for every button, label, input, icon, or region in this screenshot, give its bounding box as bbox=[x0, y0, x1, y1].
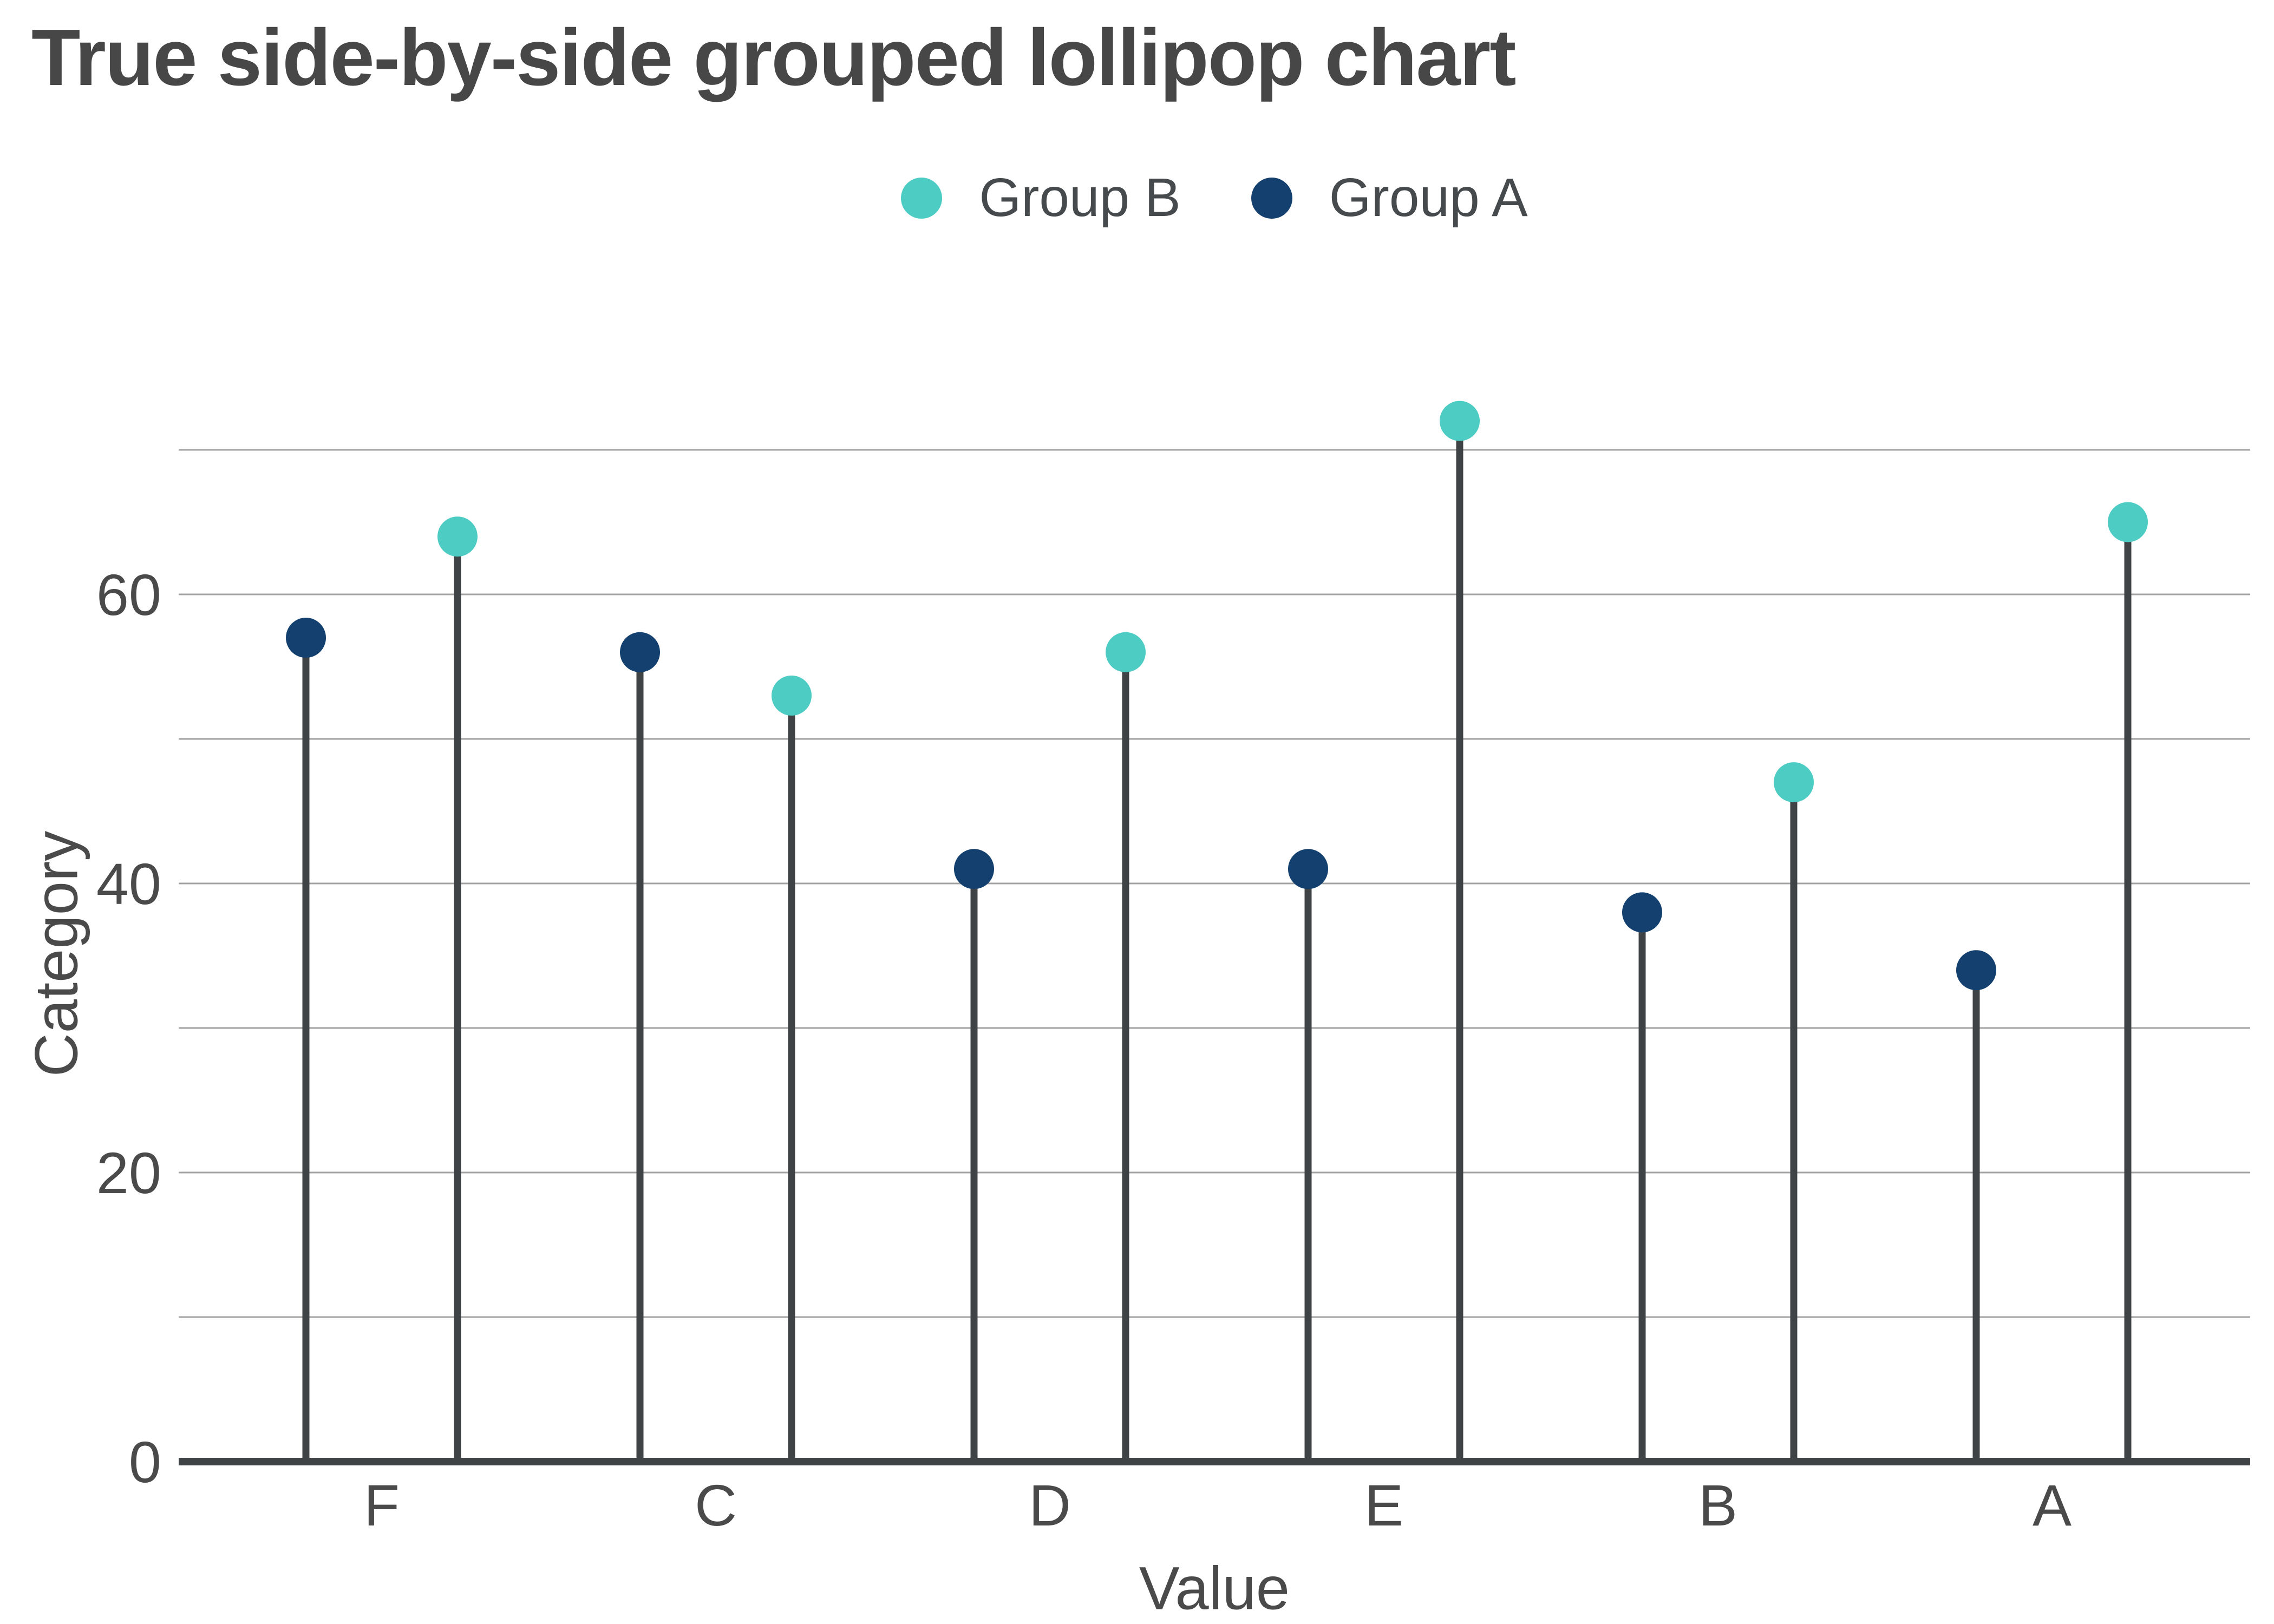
y-axis-title: Category bbox=[22, 830, 90, 1077]
legend-item-group-a: Group A bbox=[1251, 167, 1528, 229]
stem-E-group-a bbox=[1304, 869, 1312, 1465]
dot-A-group-b bbox=[2108, 502, 2148, 542]
x-axis-title: Value bbox=[1139, 1554, 1290, 1622]
stem-D-group-b bbox=[1122, 652, 1129, 1465]
chart-title: True side-by-side grouped lollipop chart bbox=[31, 13, 1517, 102]
y-tick-label-20: 20 bbox=[96, 1140, 161, 1206]
dot-C-group-a bbox=[620, 632, 660, 672]
stem-D-group-a bbox=[970, 869, 978, 1465]
stem-A-group-b bbox=[2124, 522, 2132, 1465]
stem-E-group-b bbox=[1456, 421, 1463, 1465]
x-axis-line bbox=[179, 1458, 2250, 1465]
legend-label-group-b: Group B bbox=[979, 167, 1181, 228]
legend-label-group-a: Group A bbox=[1329, 167, 1528, 228]
dot-B-group-a bbox=[1622, 892, 1662, 933]
dot-F-group-b bbox=[437, 516, 478, 557]
dot-C-group-b bbox=[772, 675, 812, 716]
stem-F-group-b bbox=[454, 536, 461, 1466]
x-category-label-B: B bbox=[1698, 1472, 1737, 1538]
dot-F-group-a bbox=[286, 618, 326, 658]
dot-D-group-a bbox=[954, 849, 994, 889]
stem-C-group-b bbox=[788, 695, 795, 1465]
dot-B-group-b bbox=[1774, 762, 1814, 803]
x-category-label-A: A bbox=[2033, 1472, 2072, 1538]
legend: Group B Group A bbox=[179, 167, 2250, 229]
stem-B-group-b bbox=[1790, 782, 1798, 1465]
x-category-label-E: E bbox=[1364, 1472, 1403, 1538]
dot-A-group-a bbox=[1956, 950, 1996, 991]
y-tick-label-0: 0 bbox=[129, 1429, 161, 1495]
dot-E-group-a bbox=[1288, 849, 1328, 889]
stem-B-group-a bbox=[1638, 912, 1646, 1465]
dot-D-group-b bbox=[1106, 632, 1146, 672]
stem-F-group-a bbox=[302, 638, 310, 1465]
y-tick-label-40: 40 bbox=[96, 851, 161, 916]
group-b-swatch-icon bbox=[901, 177, 943, 219]
x-category-label-C: C bbox=[695, 1472, 737, 1538]
stem-A-group-a bbox=[1972, 970, 1980, 1465]
y-tick-label-60: 60 bbox=[96, 562, 161, 627]
x-category-label-D: D bbox=[1029, 1472, 1071, 1538]
stem-C-group-a bbox=[636, 652, 644, 1465]
dot-E-group-b bbox=[1440, 401, 1480, 441]
legend-item-group-b: Group B bbox=[901, 167, 1181, 229]
group-a-swatch-icon bbox=[1251, 177, 1292, 219]
x-category-label-F: F bbox=[364, 1472, 400, 1538]
